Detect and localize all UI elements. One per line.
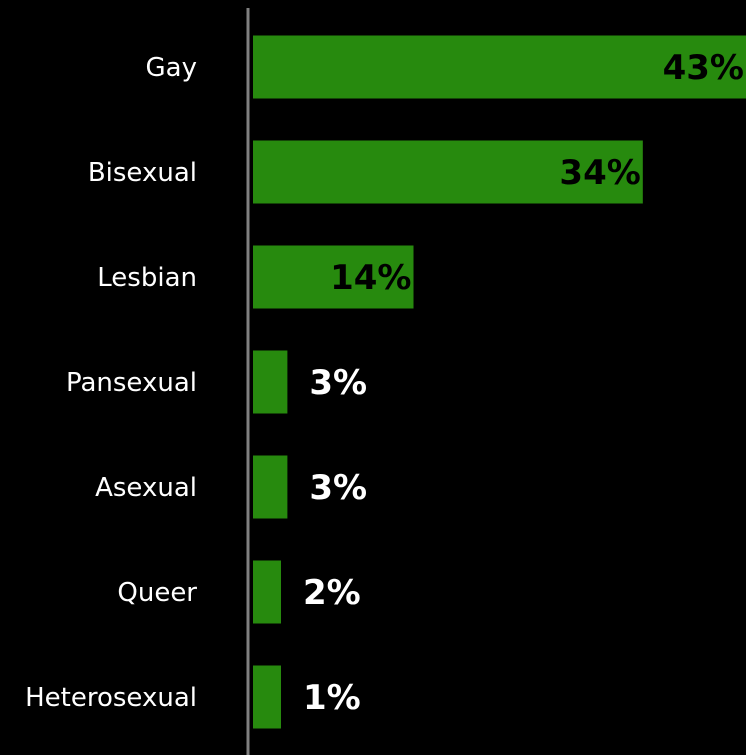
category-label-gay: Gay (146, 53, 197, 83)
value-label-lesbian: 14% (330, 258, 411, 298)
bar-lesbian (253, 245, 414, 309)
bar-gay (253, 35, 746, 99)
value-labels-group: 43% 34% 14% 3% 3% 2% 1% (303, 48, 744, 718)
category-label-bisexual: Bisexual (88, 158, 197, 188)
value-label-heterosexual: 1% (303, 678, 361, 718)
category-label-asexual: Asexual (95, 473, 197, 503)
value-label-gay: 43% (663, 48, 744, 88)
category-label-queer: Queer (117, 578, 197, 608)
category-labels-group: Gay Bisexual Lesbian Pansexual Asexual Queer H… (25, 53, 197, 713)
bar-bisexual (253, 140, 643, 204)
bar-heterosexual (253, 665, 281, 729)
bar-queer (253, 560, 281, 624)
bars-group (253, 35, 746, 729)
category-label-lesbian: Lesbian (97, 263, 197, 293)
bar-pansexual (253, 350, 288, 414)
category-label-pansexual: Pansexual (66, 368, 197, 398)
value-label-asexual: 3% (309, 468, 367, 508)
bar-asexual (253, 455, 288, 519)
value-label-pansexual: 3% (309, 363, 367, 403)
value-label-queer: 2% (303, 573, 361, 613)
category-label-heterosexual: Heterosexual (25, 683, 197, 713)
value-label-bisexual: 34% (559, 153, 640, 193)
